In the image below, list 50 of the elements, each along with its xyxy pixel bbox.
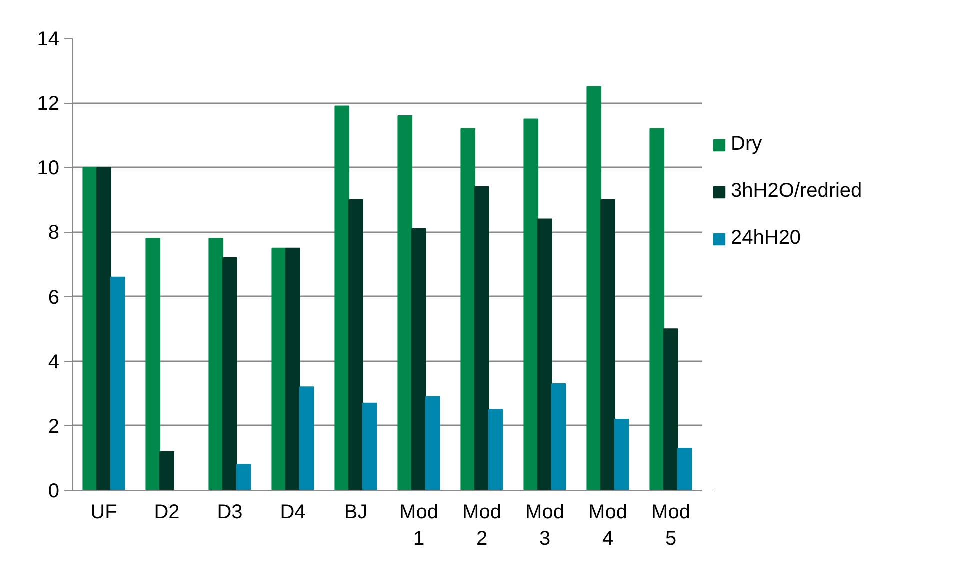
bar bbox=[586, 86, 602, 490]
bar bbox=[474, 186, 490, 490]
x-tick-label: D3 bbox=[217, 502, 243, 524]
x-tick-label: UF bbox=[90, 502, 118, 524]
bar bbox=[398, 115, 413, 490]
x-tick-label: Mod 5 bbox=[652, 502, 690, 550]
bar bbox=[146, 238, 161, 490]
legend-label: 24hH20 bbox=[731, 227, 802, 250]
y-tick-label: 4 bbox=[48, 351, 60, 374]
bar bbox=[348, 199, 364, 490]
bar bbox=[551, 383, 566, 490]
x-tick-label: D2 bbox=[154, 502, 180, 524]
y-tick-label: 8 bbox=[48, 222, 60, 244]
x-tick-label: Mod 4 bbox=[588, 502, 628, 550]
bar bbox=[299, 386, 314, 490]
bar bbox=[664, 328, 678, 490]
legend-label: 3hH2O/redried bbox=[731, 180, 862, 203]
bar bbox=[82, 167, 98, 490]
bar bbox=[600, 199, 616, 490]
x-tick-label: D4 bbox=[280, 502, 306, 524]
x-tick-label: BJ bbox=[344, 502, 368, 524]
bar bbox=[272, 248, 287, 490]
y-tick-label: 12 bbox=[37, 93, 60, 116]
x-tick-label: Mod 3 bbox=[526, 502, 564, 550]
bar bbox=[286, 248, 300, 490]
y-tick-label: 14 bbox=[37, 28, 60, 50]
legend-label: Dry bbox=[731, 133, 762, 156]
y-tick-label: 6 bbox=[48, 286, 60, 309]
bar bbox=[677, 448, 692, 490]
bar bbox=[412, 228, 426, 490]
y-tick-label: 10 bbox=[37, 158, 60, 180]
bar bbox=[362, 402, 378, 490]
bar bbox=[236, 464, 252, 490]
bar bbox=[460, 128, 476, 490]
bar bbox=[425, 396, 440, 490]
bar bbox=[110, 276, 126, 490]
y-tick-label: 2 bbox=[48, 416, 60, 438]
bar bbox=[334, 106, 350, 490]
bar bbox=[160, 451, 174, 490]
bar bbox=[208, 238, 224, 490]
x-tick-label: Mod 2 bbox=[462, 502, 502, 550]
bar bbox=[538, 218, 552, 490]
bar bbox=[222, 258, 238, 490]
bar bbox=[650, 128, 665, 490]
y-tick-label: 0 bbox=[48, 480, 60, 502]
bar bbox=[96, 167, 112, 490]
x-tick-label: Mod 1 bbox=[400, 502, 438, 550]
bar bbox=[524, 118, 539, 490]
bar bbox=[614, 418, 630, 490]
bar bbox=[488, 409, 504, 490]
